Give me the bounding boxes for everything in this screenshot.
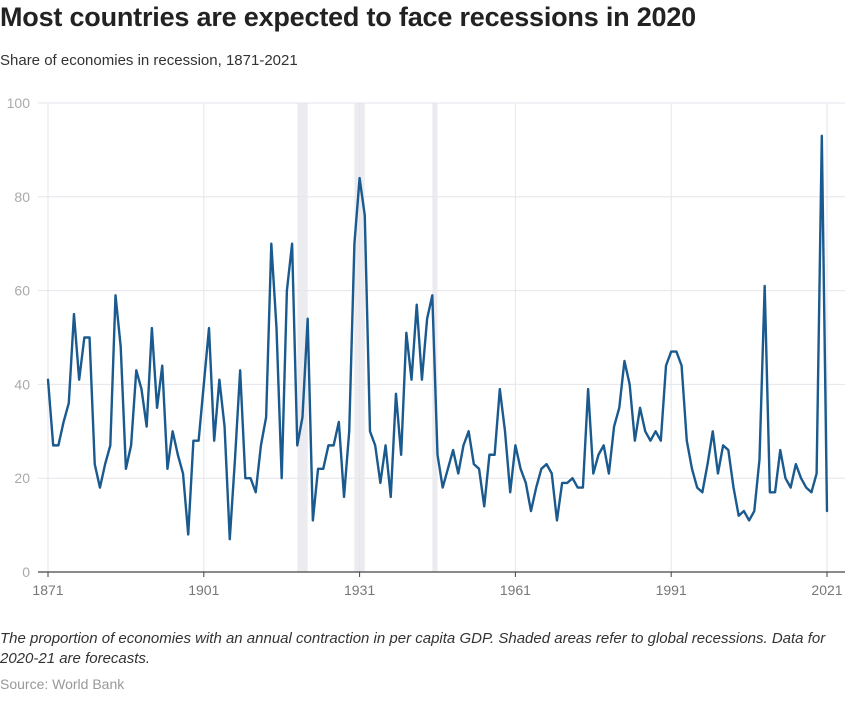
- shaded-period-0: [297, 103, 308, 572]
- y-tick-label-80: 80: [14, 189, 30, 205]
- series-line-layer: [46, 134, 829, 541]
- series-line-0: [46, 134, 829, 541]
- chart-title: Most countries are expected to face rece…: [0, 2, 696, 32]
- y-tick-label-20: 20: [14, 470, 30, 486]
- y-tick-label-40: 40: [14, 376, 30, 392]
- x-tick-label-1871: 1871: [32, 582, 63, 598]
- x-tick-label-1931: 1931: [344, 582, 375, 598]
- y-tick-label-100: 100: [7, 95, 31, 111]
- y-tick-label-60: 60: [14, 283, 30, 299]
- x-tick-label-1991: 1991: [656, 582, 687, 598]
- x-axis-tick-labels: 1871 1901 1931 1961 1991 2021: [32, 572, 843, 598]
- x-tick-label-1961: 1961: [500, 582, 531, 598]
- chart-footnote: The proportion of economies with an annu…: [0, 630, 826, 667]
- y-tick-label-0: 0: [22, 564, 30, 580]
- chart-source: Source: World Bank: [0, 676, 125, 692]
- y-axis-tick-labels: 0 20 40 60 80 100: [7, 95, 31, 580]
- x-tick-label-2021: 2021: [811, 582, 842, 598]
- chart-gridlines: [38, 102, 845, 573]
- chart-subtitle: Share of economies in recession, 1871-20…: [0, 52, 298, 69]
- shaded-period-2: [432, 103, 438, 572]
- recession-line-chart: 0 20 40 60 80 100 1871 1901 1931 1961 1991 2021: [7, 95, 845, 598]
- x-tick-label-1901: 1901: [188, 582, 219, 598]
